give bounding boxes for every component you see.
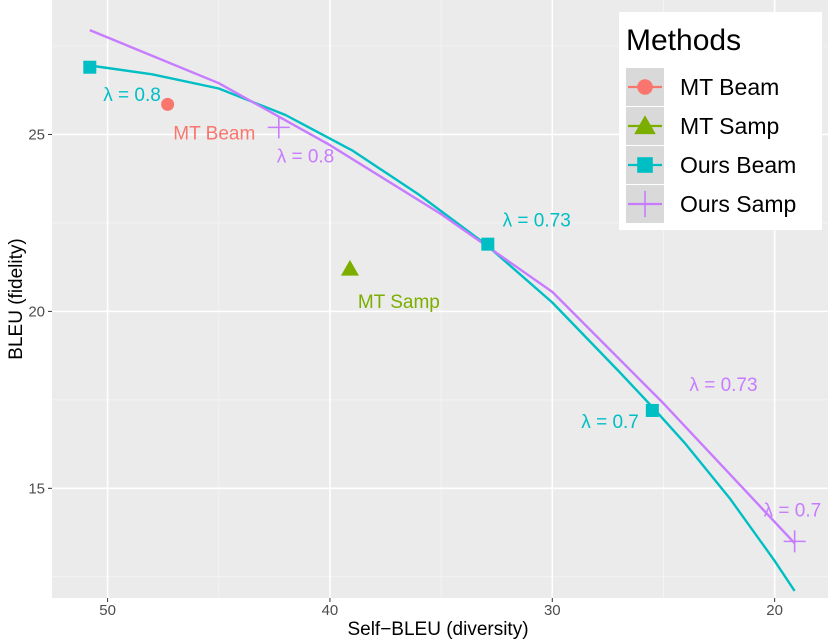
y-axis-ticks: 15 20 25	[28, 126, 52, 497]
x-tick-label: 30	[544, 602, 561, 619]
point-ours-samp	[267, 116, 290, 139]
legend-key-marker-ours-samp	[631, 190, 659, 218]
point-ours-beam	[83, 60, 97, 74]
annotation-label: λ = 0.8	[277, 147, 335, 168]
legend-label-mt-beam: MT Beam	[680, 74, 779, 100]
legend: Methods MT Beam MT Samp Ours Beam Ours Samp	[619, 12, 822, 230]
legend-label-ours-samp: Ours Samp	[680, 191, 796, 217]
legend-label-mt-samp: MT Samp	[680, 113, 779, 139]
x-tick-label: 40	[322, 602, 339, 619]
annotation-label: λ = 0.73	[503, 210, 571, 231]
point-mt-samp	[340, 259, 359, 276]
legend-items: MT Beam MT Samp Ours Beam Ours Samp	[626, 68, 796, 223]
point-ours-beam	[481, 237, 495, 251]
legend-label-ours-beam: Ours Beam	[680, 152, 796, 178]
fit-line-ours-beam	[89, 64, 796, 592]
legend-key-marker-ours-beam	[637, 157, 653, 173]
x-axis-ticks: 50 40 30 20	[99, 598, 783, 619]
legend-key-marker-mt-beam	[637, 79, 653, 95]
point-ours-beam	[645, 403, 659, 417]
fit-lines	[89, 28, 796, 592]
x-tick-label: 50	[99, 602, 116, 619]
annotation-label: λ = 0.7	[764, 501, 822, 522]
legend-key-marker-mt-samp	[634, 115, 656, 135]
y-axis-title: BLEU (fidelity)	[6, 238, 27, 359]
x-axis-title: Self−BLEU (diversity)	[347, 619, 528, 640]
fit-line-ours-samp	[89, 28, 796, 545]
y-tick-label: 20	[28, 303, 45, 320]
point-ours-samp	[783, 530, 806, 553]
data-points	[83, 60, 806, 553]
y-tick-label: 25	[28, 126, 45, 143]
annotation-label: MT Beam	[173, 124, 255, 145]
annotation-label: MT Samp	[358, 292, 440, 313]
legend-title: Methods	[626, 24, 741, 57]
y-tick-label: 15	[28, 480, 45, 497]
point-mt-beam	[161, 97, 175, 111]
annotation-label: λ = 0.8	[103, 85, 161, 106]
x-tick-label: 20	[766, 602, 783, 619]
annotations: λ = 0.8 MT Beam λ = 0.8 λ = 0.73 MT Samp λ = …	[103, 85, 821, 522]
annotation-label: λ = 0.73	[689, 375, 757, 396]
annotation-label: λ = 0.7	[581, 412, 639, 433]
